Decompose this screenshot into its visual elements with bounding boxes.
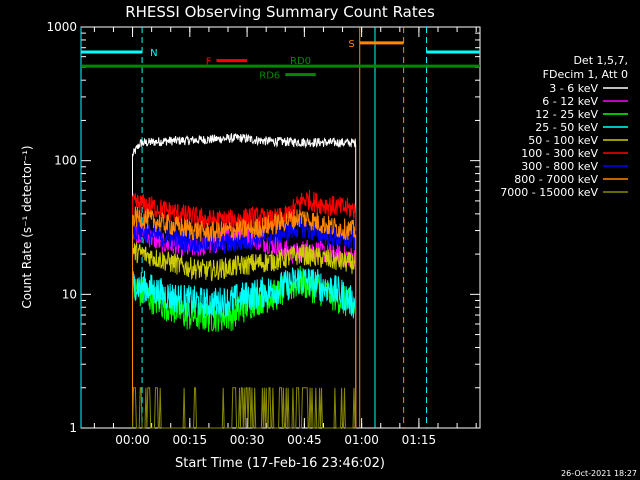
annotation-label-f: F (206, 57, 212, 68)
y-axis-label: Count Rate (s⁻¹ detector⁻¹) (20, 145, 34, 308)
legend-header: Det 1,5,7, (573, 54, 628, 67)
series-line (132, 206, 357, 429)
annotation-label-n: N (150, 48, 157, 59)
series-line (132, 242, 357, 429)
x-tick-label: 01:15 (402, 433, 437, 447)
annotation-label-rd0: RD0 (290, 56, 311, 67)
y-tick-label: 1000 (46, 20, 77, 34)
chart-title: RHESSI Observing Summary Count Rates (125, 3, 435, 21)
legend-entry-label: 300 - 800 keV (521, 160, 598, 173)
y-tick-label: 1 (69, 421, 77, 435)
legend-entry-label: 7000 - 15000 keV (500, 186, 598, 199)
legend-entry-label: 100 - 300 keV (521, 147, 598, 160)
legend-entry-label: 800 - 7000 keV (514, 173, 598, 186)
x-axis-label: Start Time (17-Feb-16 23:46:02) (175, 456, 385, 471)
series-line (132, 216, 357, 429)
legend-entry-label: 6 - 12 keV (542, 95, 598, 108)
y-tick-label: 10 (62, 287, 77, 301)
series-line (132, 266, 357, 429)
x-tick-label: 00:15 (173, 433, 208, 447)
legend-entry-label: 25 - 50 keV (535, 121, 598, 134)
x-tick-label: 00:45 (287, 433, 322, 447)
legend-header: FDecim 1, Att 0 (543, 68, 628, 81)
series-line (132, 132, 357, 429)
y-tick-label: 100 (54, 154, 77, 168)
series-line (132, 387, 356, 429)
x-tick-label: 00:00 (115, 433, 150, 447)
x-tick-label: 01:00 (344, 433, 379, 447)
x-tick-label: 00:30 (230, 433, 265, 447)
footer-date: 26-Oct-2021 18:27 (561, 469, 637, 478)
series-line (132, 189, 357, 429)
legend-entry-label: 12 - 25 keV (535, 108, 598, 121)
plot-area: 1 10 100 1000 00:00 00:15 00:30 00:45 01:00 01:15… (46, 20, 481, 447)
legend-entry-label: 50 - 100 keV (528, 134, 598, 147)
legend-entry-label: 3 - 6 keV (549, 82, 598, 95)
annotation-label-rd6: RD6 (259, 71, 280, 82)
annotation-label-s: S (348, 39, 354, 50)
